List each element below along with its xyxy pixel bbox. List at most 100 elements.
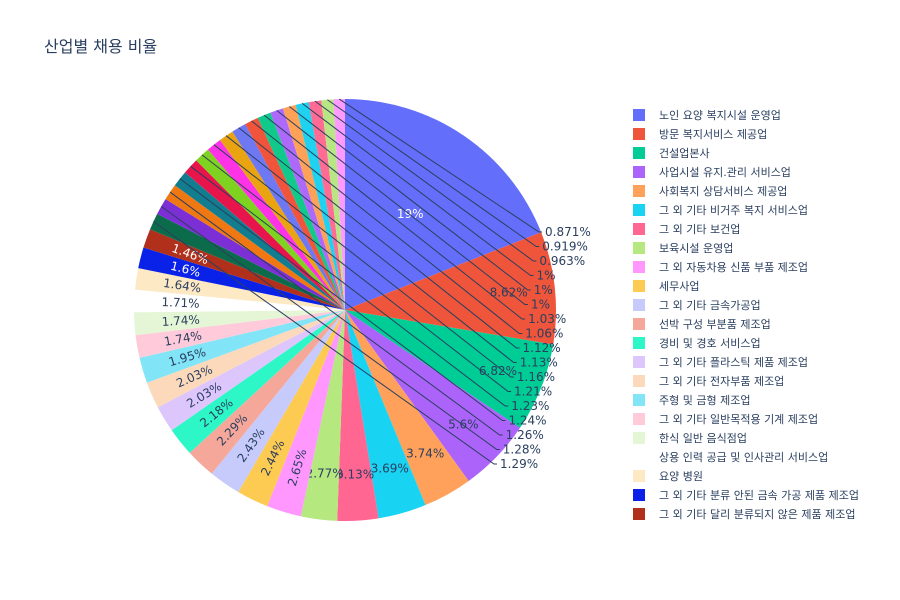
pie-slice[interactable] <box>308 100 345 310</box>
slice-label: 1.13% <box>520 356 558 370</box>
legend-swatch <box>633 298 645 311</box>
legend-label: 방문 복지서비스 제공업 <box>659 127 768 141</box>
slice-label: 1.21% <box>514 385 552 399</box>
slice-label: 1.12% <box>523 341 561 355</box>
legend-item[interactable]: 노인 요양 복지시설 운영업 <box>633 105 895 124</box>
legend-label: 사업시설 유지.관리 서비스업 <box>659 165 791 179</box>
slice-label: 1.74% <box>161 313 200 329</box>
pie-slice[interactable] <box>143 229 345 310</box>
legend-item[interactable]: 그 외 기타 보건업 <box>633 219 895 238</box>
pie-slice[interactable] <box>146 310 345 408</box>
legend-item[interactable]: 그 외 기타 플라스틱 제품 제조업 <box>633 352 895 371</box>
legend-item[interactable]: 그 외 기타 금속가공업 <box>633 295 895 314</box>
pie-slice[interactable] <box>150 213 345 310</box>
legend-item[interactable]: 사업시설 유지.관리 서비스업 <box>633 162 895 181</box>
slice-label-leader <box>338 98 542 233</box>
pie-slice[interactable] <box>134 268 345 310</box>
slice-label: 1.64% <box>162 276 202 295</box>
legend-label: 건설업본사 <box>659 146 710 160</box>
slice-label-leader <box>276 109 528 305</box>
legend-item[interactable]: 건설업본사 <box>633 143 895 162</box>
pie-slice[interactable] <box>282 104 345 310</box>
legend-item[interactable]: 세무사업 <box>633 276 895 295</box>
legend-label: 상용 인력 공급 및 인사관리 서비스업 <box>659 450 829 464</box>
legend-label: 그 외 기타 금속가공업 <box>659 298 761 312</box>
legend-label: 한식 일반 음식점업 <box>659 431 747 445</box>
pie-slice[interactable] <box>220 131 345 310</box>
pie-slice[interactable] <box>196 149 345 310</box>
legend-item[interactable]: 경비 및 경호 서비스업 <box>633 333 895 352</box>
legend-item[interactable]: 상용 인력 공급 및 인사관리 서비스업 <box>633 447 895 466</box>
legend-item[interactable]: 그 외 자동차용 신품 부품 제조업 <box>633 257 895 276</box>
pie-slice[interactable] <box>333 99 345 310</box>
slice-label: 1.26% <box>506 428 544 442</box>
pie-slice[interactable] <box>345 310 469 506</box>
legend-item[interactable]: 그 외 기타 전자부품 제조업 <box>633 371 895 390</box>
pie-slice[interactable] <box>135 310 345 358</box>
legend-item[interactable]: 그 외 기타 달리 분류되지 않은 제품 제조업 <box>633 504 895 523</box>
pie-slice[interactable] <box>345 310 426 519</box>
legend-item[interactable]: 요양 병원 <box>633 466 895 485</box>
slice-label-leader <box>201 154 512 392</box>
slice-label: 1% <box>531 298 550 312</box>
pie-slice[interactable] <box>337 310 379 522</box>
pie-slice[interactable] <box>345 310 554 428</box>
legend-item[interactable]: 선박 구성 부분품 제조업 <box>633 314 895 333</box>
pie-slice[interactable] <box>133 289 345 313</box>
legend-swatch <box>633 146 645 159</box>
legend-label: 주형 및 금형 제조업 <box>659 393 751 407</box>
legend-swatch <box>633 374 645 387</box>
pie-slice[interactable] <box>321 99 345 310</box>
slice-label: 1.71% <box>161 295 200 311</box>
slice-label-leader <box>288 106 531 291</box>
slice-label: 8.62% <box>490 286 528 300</box>
legend-item[interactable]: 방문 복지서비스 제공업 <box>633 124 895 143</box>
legend-item[interactable]: 사회복지 상담서비스 제공업 <box>633 181 895 200</box>
pie-slice[interactable] <box>245 117 345 311</box>
pie-slice[interactable] <box>267 310 345 517</box>
legend-swatch <box>633 203 645 216</box>
pie-slice[interactable] <box>134 310 345 336</box>
pie-slice[interactable] <box>232 124 345 310</box>
pie-slice[interactable] <box>345 232 556 345</box>
legend-swatch <box>633 393 645 406</box>
legend-item[interactable]: 주형 및 금형 제조업 <box>633 390 895 409</box>
pie-slice[interactable] <box>139 310 345 383</box>
pie-slice[interactable] <box>238 310 345 507</box>
pie-slice[interactable] <box>138 247 345 310</box>
pie-slice[interactable] <box>295 102 345 311</box>
legend-label: 경비 및 경호 서비스업 <box>659 336 761 350</box>
slice-label-leader <box>190 165 509 407</box>
legend-swatch <box>633 184 645 197</box>
pie-slice[interactable] <box>257 112 345 310</box>
pie-slice[interactable] <box>211 310 345 492</box>
slice-label-leader <box>238 127 520 349</box>
pie-slice[interactable] <box>157 199 345 310</box>
pie-slice[interactable] <box>300 310 345 521</box>
legend-item[interactable]: 그 외 기타 분류 안된 금속 가공 제품 제조업 <box>633 485 895 504</box>
slice-label: 1.29% <box>500 457 538 471</box>
slice-label-leader <box>169 191 503 436</box>
legend-item[interactable]: 보육시설 운영업 <box>633 238 895 257</box>
legend-swatch <box>633 355 645 368</box>
legend-label: 그 외 기타 비거주 복지 서비스업 <box>659 203 809 217</box>
slice-label: 1.16% <box>517 370 555 384</box>
legend-item[interactable]: 그 외 기타 비거주 복지 서비스업 <box>633 200 895 219</box>
slice-label: 1.28% <box>503 443 541 457</box>
slice-label: 2.77% <box>306 466 344 480</box>
slice-label: 0.919% <box>542 240 588 254</box>
legend-label: 사회복지 상담서비스 제공업 <box>659 184 788 198</box>
pie-slice[interactable] <box>189 310 345 474</box>
pie-slice[interactable] <box>207 140 345 310</box>
legend-item[interactable]: 한식 일반 음식점업 <box>633 428 895 447</box>
pie-slice[interactable] <box>345 99 542 310</box>
legend-swatch <box>633 469 645 482</box>
legend-item[interactable]: 그 외 기타 일반목적용 기계 제조업 <box>633 409 895 428</box>
legend-swatch <box>633 507 645 520</box>
pie-slice[interactable] <box>165 185 345 310</box>
pie-slice[interactable] <box>270 108 345 310</box>
slice-label-leader <box>251 120 523 334</box>
pie-slice[interactable] <box>171 310 345 453</box>
slice-label: 0.963% <box>539 254 585 268</box>
pie-slice[interactable] <box>157 310 345 431</box>
